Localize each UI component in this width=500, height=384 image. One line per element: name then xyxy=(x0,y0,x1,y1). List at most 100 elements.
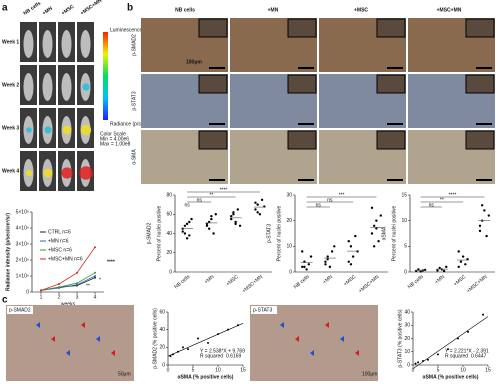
dot xyxy=(372,245,376,248)
point xyxy=(76,271,78,274)
label: Color Scale xyxy=(100,131,126,137)
scale-label: 100μm xyxy=(186,59,202,65)
arrow xyxy=(310,350,314,356)
axis-title: αSMA (% positive cells) xyxy=(178,374,234,380)
y-tick-label: 20 xyxy=(404,336,410,342)
x-tick-label: 15 xyxy=(240,367,246,373)
axis-title: αSMA (% positive cells) xyxy=(423,374,479,380)
y-tick-label: 0 xyxy=(404,269,407,275)
dot xyxy=(301,265,304,269)
dot xyxy=(205,222,209,226)
dot xyxy=(438,266,441,270)
dot xyxy=(464,263,467,266)
label: Luminescence xyxy=(110,27,142,33)
significance: ns xyxy=(316,202,322,208)
label: Max = 1.00e8 xyxy=(100,141,131,147)
image-label: p-STAT3 xyxy=(253,307,272,313)
x-tick-label: 10 xyxy=(215,367,221,373)
signal xyxy=(25,169,33,177)
dot xyxy=(324,263,327,266)
y-tick-label: 10 xyxy=(286,244,292,250)
dot xyxy=(305,268,308,271)
inset xyxy=(465,74,495,94)
y-tick-label: 10 xyxy=(401,218,407,224)
scale-bar xyxy=(209,179,225,181)
y-tick-label: 10 xyxy=(404,349,410,355)
point xyxy=(482,313,484,316)
r-value: 0.6169 xyxy=(226,353,242,359)
significance: **** xyxy=(449,192,457,198)
x-tick-label: +MN xyxy=(434,274,446,286)
point xyxy=(58,286,60,289)
x-tick-label: +MN xyxy=(203,274,215,286)
signal xyxy=(80,124,92,136)
plot-title: p-STAT3 xyxy=(266,224,272,243)
label-box xyxy=(251,306,277,314)
point xyxy=(58,283,60,285)
inset xyxy=(287,74,317,94)
scale-bar xyxy=(387,123,403,125)
fit-line xyxy=(412,316,489,369)
dot xyxy=(349,263,353,266)
arrow xyxy=(51,336,55,342)
y-tick-label: 60 xyxy=(166,212,172,218)
dot xyxy=(181,230,184,233)
dot xyxy=(417,268,420,271)
dot xyxy=(349,245,353,248)
y-tick-label: 0 xyxy=(407,362,410,368)
inset xyxy=(465,130,495,150)
signal xyxy=(26,127,32,133)
legend-label: +MN n=6 xyxy=(48,238,69,244)
y-tick-label: 4×10⁹ xyxy=(16,225,29,231)
label: Min = 4.00e6 xyxy=(100,136,129,142)
dot xyxy=(419,270,422,273)
legend-label: +MSC+MN n=6 xyxy=(48,256,83,262)
dot xyxy=(459,260,463,263)
dot xyxy=(309,255,313,258)
x-tick-label: NB cells xyxy=(293,274,311,291)
scale-bar xyxy=(476,179,492,181)
scale-bar xyxy=(298,179,314,181)
dot xyxy=(324,260,327,263)
dot xyxy=(415,269,418,273)
line xyxy=(40,272,96,291)
significance: ** xyxy=(209,192,213,198)
dot xyxy=(303,265,306,269)
signal xyxy=(61,167,73,179)
x-tick-label: +MSC+MN xyxy=(466,274,489,295)
dot xyxy=(238,224,242,227)
y-tick-label: 40 xyxy=(166,231,172,237)
y-tick-label: 5×10⁹ xyxy=(16,209,29,215)
row-label: α-SMA xyxy=(131,149,137,165)
dot xyxy=(478,229,482,233)
dot xyxy=(356,250,359,253)
significance: ns xyxy=(327,197,333,203)
x-tick-label: 5 xyxy=(192,367,195,373)
signal xyxy=(79,166,93,180)
significance: ns xyxy=(429,202,435,208)
r-value: 0.6447 xyxy=(471,353,487,359)
inset xyxy=(376,18,406,38)
axis-title: weeks xyxy=(61,301,76,307)
dot xyxy=(230,217,233,221)
dot xyxy=(183,224,187,227)
dot xyxy=(370,232,374,235)
scale-bar xyxy=(209,123,225,125)
legend-label: +MSC n=6 xyxy=(48,247,72,253)
dot xyxy=(347,240,350,243)
dot xyxy=(326,257,329,261)
dot xyxy=(375,219,378,222)
group-header: +MSC xyxy=(354,7,368,13)
dot xyxy=(442,269,446,273)
x-tick-label: +MSC+MN xyxy=(241,274,264,295)
dot xyxy=(457,250,460,253)
x-tick-label: 0 xyxy=(167,367,170,373)
dot xyxy=(185,222,189,226)
micrograph xyxy=(6,305,134,381)
inset xyxy=(287,130,317,150)
group-header: +MN xyxy=(41,5,54,16)
r-label: R squared xyxy=(200,353,223,359)
point xyxy=(94,275,96,277)
image-label: p-SMAD2 xyxy=(9,307,31,313)
dot xyxy=(210,217,213,221)
